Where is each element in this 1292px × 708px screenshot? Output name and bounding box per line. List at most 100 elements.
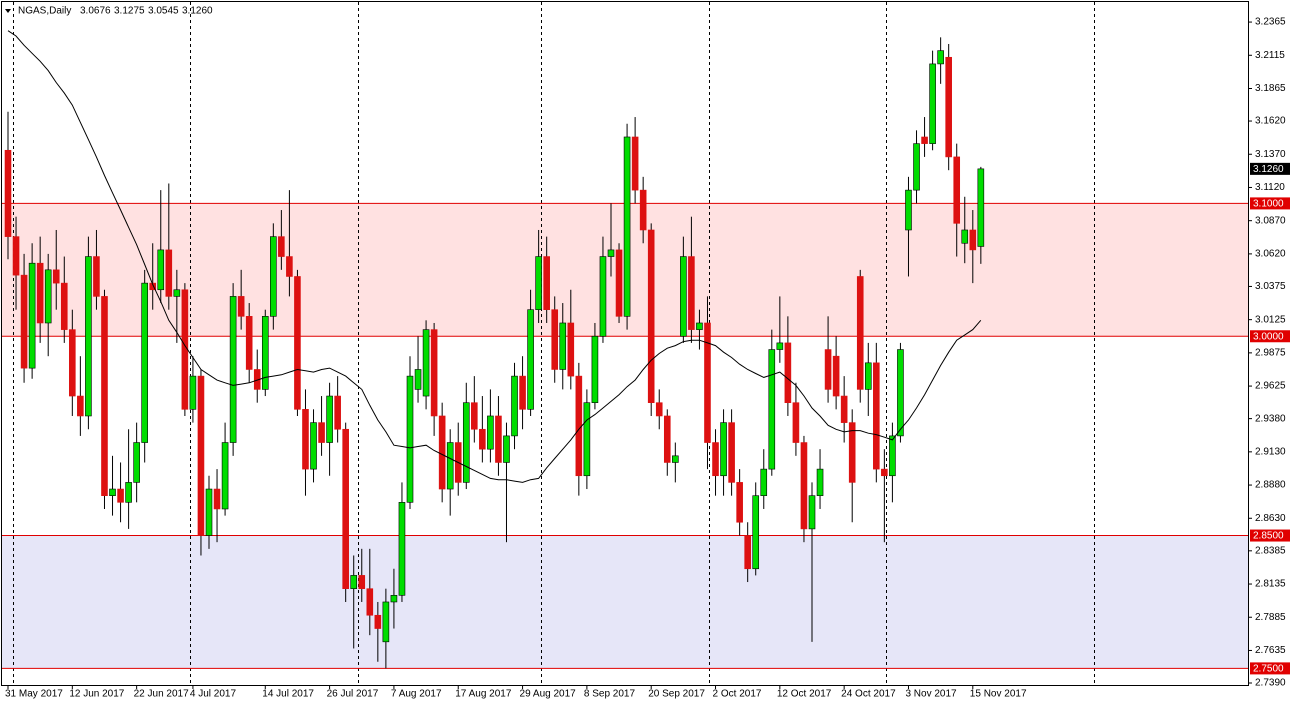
- x-tick-label: 4 Jul 2017: [190, 689, 237, 700]
- candle-body: [406, 375, 414, 503]
- candle-body: [350, 575, 358, 589]
- y-tick-label: 3.0620: [1255, 249, 1286, 260]
- level-tag-label: 2.8500: [1253, 531, 1284, 542]
- price-tag-label: 3.1260: [1253, 164, 1284, 175]
- y-tick-label: 2.9875: [1255, 348, 1286, 359]
- candle-body: [712, 442, 719, 477]
- candle-body: [639, 189, 647, 231]
- candle-body: [816, 468, 824, 496]
- y-tick-label: 2.7390: [1255, 678, 1286, 689]
- candle-body: [864, 362, 872, 390]
- header-high: 3.1275: [114, 6, 145, 17]
- candle-body: [599, 256, 607, 337]
- candle-body: [302, 409, 309, 470]
- candle-body: [109, 488, 116, 496]
- candle-body: [961, 229, 969, 244]
- candle-body: [720, 422, 727, 477]
- candle-body: [800, 442, 808, 530]
- y-tick-label: 3.0375: [1255, 281, 1286, 292]
- candle-body: [12, 236, 20, 276]
- candle-body: [808, 495, 816, 530]
- candle-body: [69, 329, 76, 397]
- y-tick-label: 2.9130: [1255, 446, 1286, 457]
- y-tick-label: 2.8630: [1255, 513, 1286, 524]
- candle-body: [977, 168, 985, 247]
- x-tick-label: 15 Nov 2017: [970, 689, 1027, 700]
- candle-body: [647, 229, 655, 403]
- candle-body: [44, 269, 52, 324]
- y-tick-label: 2.8135: [1255, 579, 1286, 590]
- y-tick-label: 2.8385: [1255, 545, 1286, 556]
- x-tick-label: 31 May 2017: [5, 689, 63, 700]
- level-tag: [1250, 662, 1290, 675]
- candle-body: [559, 322, 567, 370]
- candle-body: [913, 143, 920, 191]
- candle-body: [921, 136, 928, 144]
- candle-body: [768, 349, 776, 470]
- candle-body: [969, 229, 977, 251]
- candle-body: [471, 402, 478, 430]
- candle-body: [688, 256, 695, 330]
- candle-body: [945, 56, 952, 158]
- menu-arrow[interactable]: [5, 9, 11, 13]
- candle-body: [414, 369, 422, 390]
- candle-body: [832, 355, 840, 397]
- candle-body: [503, 435, 510, 463]
- y-tick-label: 3.1620: [1255, 116, 1286, 127]
- y-tick-label: 3.1120: [1255, 182, 1285, 193]
- candle-body: [261, 316, 269, 390]
- candle-body: [366, 588, 374, 616]
- candle-body: [527, 309, 534, 410]
- candle-body: [197, 375, 205, 536]
- candle-body: [615, 249, 623, 317]
- candle-body: [631, 136, 639, 191]
- price-tag: [1250, 162, 1290, 175]
- candle-body: [270, 236, 277, 317]
- candle-body: [390, 595, 398, 603]
- candle-body: [77, 395, 84, 417]
- candle-body: [519, 375, 526, 410]
- candle-body: [889, 435, 896, 477]
- candle-body: [487, 415, 494, 450]
- x-tick-label: 20 Sep 2017: [648, 689, 705, 700]
- candle-body: [205, 488, 213, 536]
- candle-body: [173, 289, 181, 297]
- candle-body: [607, 249, 615, 257]
- candle-body: [141, 282, 148, 443]
- zone: [2, 535, 1248, 669]
- candle-body: [663, 415, 671, 463]
- x-tick-label: 24 Oct 2017: [841, 689, 896, 700]
- candle-body: [125, 482, 132, 503]
- candle-body: [446, 442, 454, 490]
- candle-body: [623, 136, 631, 317]
- candle-body: [752, 495, 760, 570]
- y-tick-label: 2.9625: [1255, 381, 1286, 392]
- candle-body: [438, 415, 446, 490]
- candle-body: [374, 614, 382, 629]
- x-tick-label: 2 Oct 2017: [713, 689, 762, 700]
- candle-body: [245, 316, 253, 370]
- x-tick-label: 12 Oct 2017: [777, 689, 832, 700]
- candle-body: [278, 236, 285, 257]
- y-tick-label: 3.1370: [1255, 149, 1286, 160]
- candle-body: [873, 362, 880, 470]
- candle-body: [905, 189, 912, 231]
- x-tick-label: 8 Sep 2017: [584, 689, 636, 700]
- candle-body: [28, 262, 36, 369]
- candle-body: [93, 256, 100, 297]
- header-low: 3.0545: [148, 6, 179, 17]
- candle-body: [953, 156, 961, 224]
- y-tick-label: 3.2115: [1255, 50, 1285, 61]
- candle-body: [551, 309, 559, 370]
- level-tag-label: 2.7500: [1253, 664, 1284, 675]
- x-tick-label: 22 Jun 2017: [134, 689, 189, 700]
- candle-body: [318, 422, 325, 443]
- candle-body: [848, 422, 856, 483]
- candle-body: [543, 256, 550, 310]
- candle-body: [334, 395, 341, 430]
- candle-body: [358, 575, 366, 589]
- candle-body: [824, 349, 832, 390]
- level-tag: [1250, 529, 1290, 542]
- candle-body: [744, 535, 751, 570]
- candle-body: [398, 502, 406, 596]
